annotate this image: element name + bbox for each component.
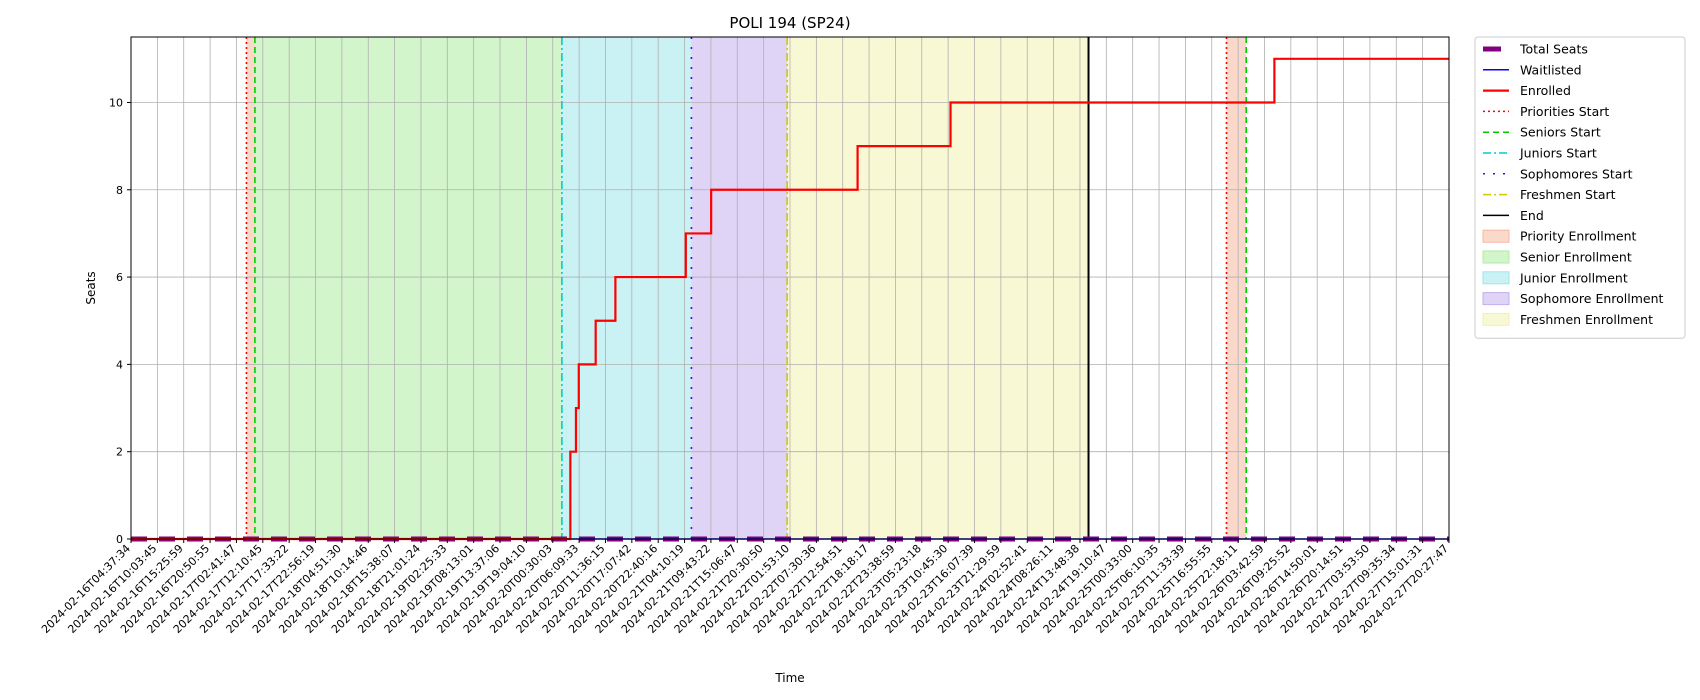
region-sophomore-enrollment bbox=[691, 37, 788, 539]
legend-label: Juniors Start bbox=[1519, 146, 1597, 161]
legend-label: Waitlisted bbox=[1520, 62, 1582, 77]
x-axis-title: Time bbox=[774, 671, 804, 685]
chart-title: POLI 194 (SP24) bbox=[729, 14, 850, 32]
series-enrolled bbox=[131, 57, 1449, 541]
legend-label: Junior Enrollment bbox=[1519, 270, 1628, 285]
legend-label: Enrolled bbox=[1520, 83, 1571, 98]
region-junior-enrollment bbox=[561, 37, 692, 539]
y-tick-label: 10 bbox=[109, 96, 123, 109]
y-tick-label: 4 bbox=[116, 358, 123, 371]
legend-label: Total Seats bbox=[1519, 42, 1588, 57]
y-axis-title: Seats bbox=[84, 271, 98, 304]
legend-box bbox=[1474, 36, 1686, 339]
legend-swatch bbox=[1482, 229, 1510, 243]
region-freshmen-enrollment bbox=[787, 37, 1089, 539]
region-priority-enrollment bbox=[1226, 37, 1247, 539]
region-senior-enrollment bbox=[254, 37, 562, 539]
enrollment-regions bbox=[246, 37, 1247, 539]
legend-swatch bbox=[1482, 312, 1510, 326]
y-tick-label: 0 bbox=[116, 533, 123, 546]
period-start-markers bbox=[245, 37, 1248, 539]
y-tick-label: 2 bbox=[116, 446, 123, 459]
legend-swatch bbox=[1482, 271, 1510, 285]
legend-label: End bbox=[1520, 208, 1544, 223]
y-tick-label: 6 bbox=[116, 271, 123, 284]
legend-label: Freshmen Start bbox=[1520, 187, 1616, 202]
legend-label: Senior Enrollment bbox=[1520, 250, 1632, 265]
grid-lines bbox=[130, 37, 1450, 540]
legend-swatch bbox=[1482, 250, 1510, 264]
legend-label: Seniors Start bbox=[1520, 125, 1601, 140]
region-priority-enrollment bbox=[246, 37, 255, 539]
y-tick-label: 8 bbox=[116, 184, 123, 197]
legend-swatch bbox=[1482, 292, 1510, 306]
legend: Total Seats Waitlisted Enrolled Priorities … bbox=[1474, 36, 1686, 339]
legend-label: Freshmen Enrollment bbox=[1520, 312, 1653, 327]
legend-label: Priority Enrollment bbox=[1520, 229, 1637, 244]
legend-label: Priorities Start bbox=[1520, 104, 1609, 119]
legend-label: Sophomore Enrollment bbox=[1520, 291, 1664, 306]
legend-label: Sophomores Start bbox=[1520, 166, 1633, 181]
